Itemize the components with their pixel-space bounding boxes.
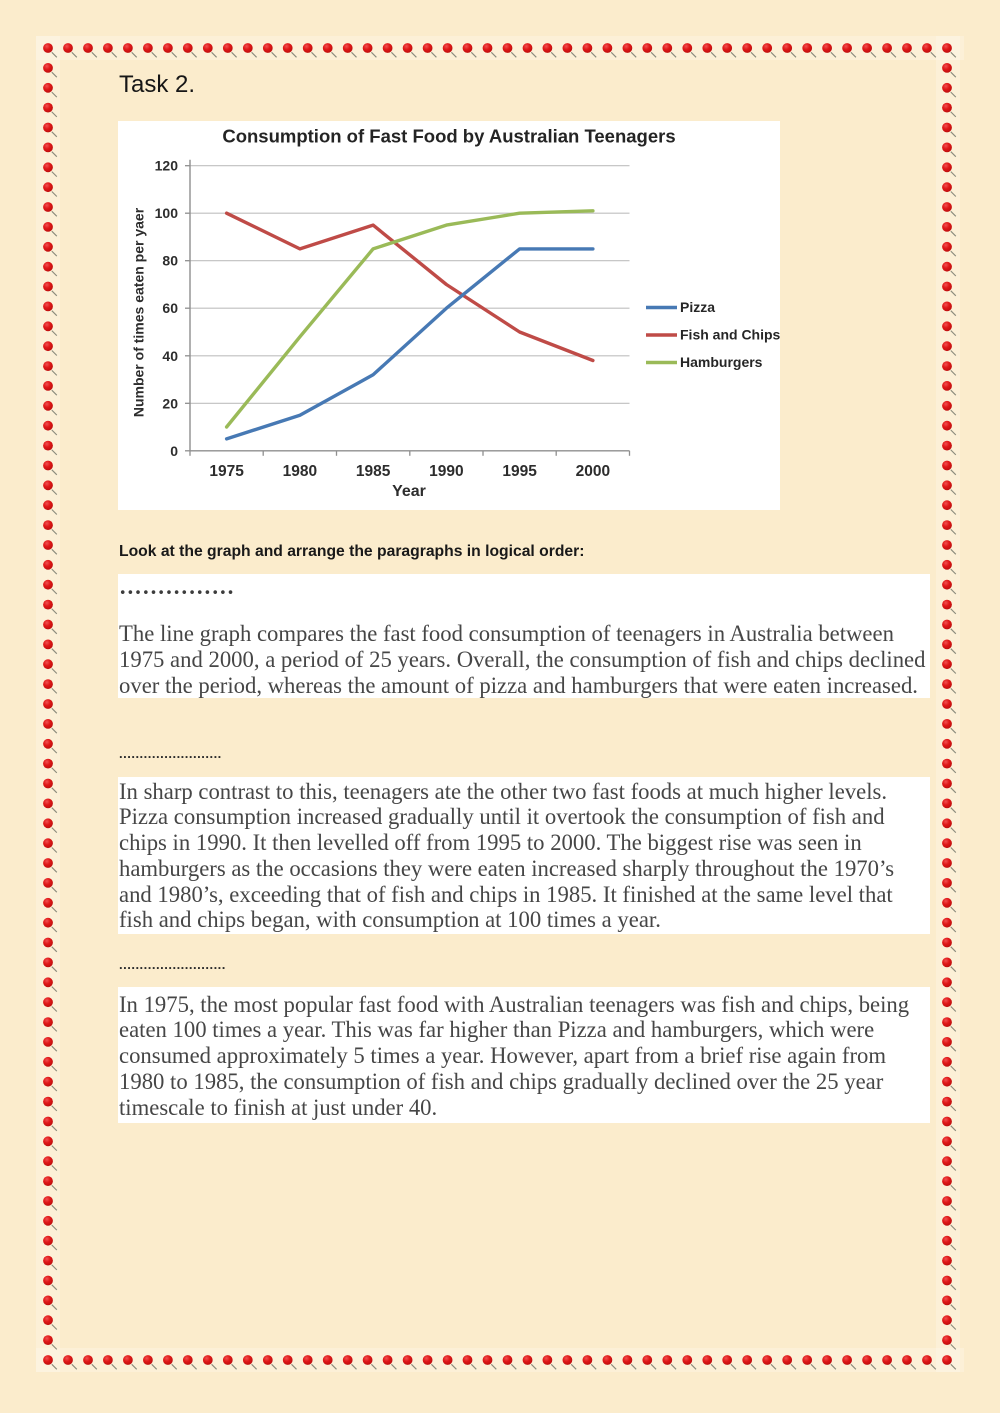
svg-text:60: 60 xyxy=(162,300,178,316)
svg-text:Fish and Chips: Fish and Chips xyxy=(680,327,780,343)
svg-text:80: 80 xyxy=(162,253,178,269)
svg-text:Consumption of Fast Food by Au: Consumption of Fast Food by Australian T… xyxy=(222,126,675,147)
svg-text:0: 0 xyxy=(170,443,178,459)
svg-text:20: 20 xyxy=(162,395,178,411)
svg-text:1985: 1985 xyxy=(356,463,391,480)
svg-text:Number of times eaten per yaer: Number of times eaten per yaer xyxy=(131,207,147,417)
svg-text:120: 120 xyxy=(155,158,179,174)
svg-text:1980: 1980 xyxy=(283,463,317,480)
svg-text:40: 40 xyxy=(162,348,178,364)
svg-text:Year: Year xyxy=(392,483,426,500)
svg-text:1990: 1990 xyxy=(429,463,463,480)
svg-text:2000: 2000 xyxy=(576,463,610,480)
svg-text:Pizza: Pizza xyxy=(680,299,715,315)
svg-text:1975: 1975 xyxy=(209,463,244,480)
svg-text:1995: 1995 xyxy=(502,463,537,480)
svg-text:100: 100 xyxy=(155,205,179,221)
svg-text:Hamburgers: Hamburgers xyxy=(680,354,763,370)
